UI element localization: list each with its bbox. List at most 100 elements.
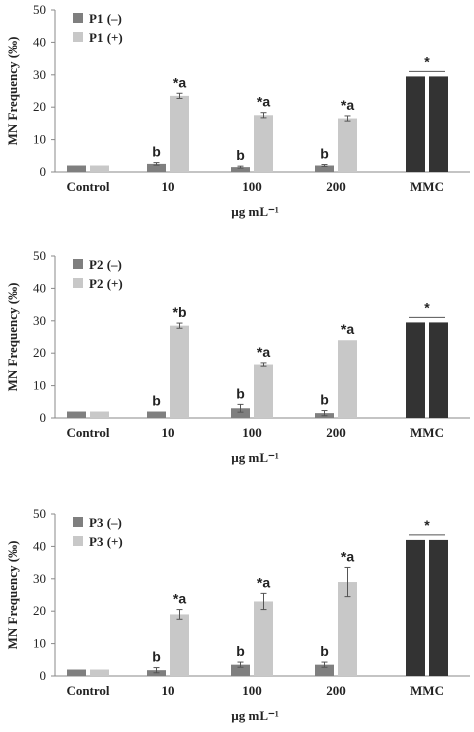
bar xyxy=(147,163,166,172)
significance-label: *a xyxy=(341,321,354,337)
significance-label: b xyxy=(320,146,329,162)
legend-swatch xyxy=(73,32,83,42)
bar xyxy=(147,411,166,418)
bar xyxy=(429,76,448,172)
significance-label: b xyxy=(152,649,161,665)
bar xyxy=(406,539,425,676)
significance-label: *a xyxy=(257,344,270,360)
bar xyxy=(170,325,189,418)
legend-label: P2 (+) xyxy=(89,276,123,291)
y-tick-label: 40 xyxy=(33,280,46,295)
y-tick-label: 0 xyxy=(40,668,47,683)
y-tick-label: 20 xyxy=(33,603,46,618)
x-tick-label: Control xyxy=(66,179,109,194)
bar xyxy=(254,364,273,418)
bar xyxy=(254,601,273,676)
significance-label: *a xyxy=(173,74,186,90)
x-tick-label: 100 xyxy=(242,179,262,194)
x-tick-label: MMC xyxy=(410,683,444,698)
bar xyxy=(231,167,250,172)
bar xyxy=(90,165,109,172)
y-tick-label: 0 xyxy=(40,410,47,425)
x-tick-label: Control xyxy=(66,425,109,440)
x-axis-label: µg mL⁻¹ xyxy=(231,450,279,465)
y-tick-label: 50 xyxy=(33,248,46,263)
bar xyxy=(338,340,357,418)
x-tick-label: MMC xyxy=(410,179,444,194)
y-axis-label: MN Frequency (‰) xyxy=(5,283,20,392)
chart-panel-3: 0 10 20 30 40 50 MN Frequency (‰) Control b *a 10 b… xyxy=(5,506,470,723)
legend-swatch xyxy=(73,13,83,23)
x-tick-label: MMC xyxy=(410,425,444,440)
x-tick-label: Control xyxy=(66,683,109,698)
y-tick-label: 50 xyxy=(33,2,46,17)
x-tick-label: 10 xyxy=(162,425,175,440)
significance-label: *a xyxy=(257,574,270,590)
x-tick-label: 10 xyxy=(162,683,175,698)
significance-label: *a xyxy=(341,548,354,564)
x-tick-label: 200 xyxy=(326,683,346,698)
y-tick-label: 10 xyxy=(33,636,46,651)
y-tick-label: 10 xyxy=(33,132,46,147)
y-tick-label: 40 xyxy=(33,34,46,49)
y-tick-label: 30 xyxy=(33,571,46,586)
significance-label: b xyxy=(320,643,329,659)
bar xyxy=(338,582,357,676)
y-tick-label: 0 xyxy=(40,164,47,179)
x-axis-label: µg mL⁻¹ xyxy=(231,204,279,219)
significance-label: * xyxy=(424,517,430,533)
y-tick-label: 30 xyxy=(33,313,46,328)
significance-label: *a xyxy=(257,94,270,110)
legend-label: P1 (–) xyxy=(89,11,122,26)
bar xyxy=(338,118,357,172)
chart-panel-1: 0 10 20 30 40 50 MN Frequency (‰) Control b *a 10 b… xyxy=(5,2,470,219)
significance-label: * xyxy=(424,299,430,315)
legend-label: P1 (+) xyxy=(89,30,123,45)
y-tick-label: 10 xyxy=(33,378,46,393)
y-tick-label: 40 xyxy=(33,538,46,553)
bar xyxy=(90,411,109,418)
x-tick-label: 200 xyxy=(326,179,346,194)
bar xyxy=(406,322,425,418)
significance-label: b xyxy=(236,385,245,401)
legend-swatch xyxy=(73,536,83,546)
significance-label: *b xyxy=(173,304,187,320)
y-tick-label: 20 xyxy=(33,345,46,360)
significance-label: b xyxy=(236,643,245,659)
x-tick-label: 100 xyxy=(242,425,262,440)
significance-label: b xyxy=(236,147,245,163)
bar xyxy=(67,411,86,418)
bar xyxy=(170,95,189,172)
bar xyxy=(315,664,334,676)
x-tick-label: 200 xyxy=(326,425,346,440)
bar xyxy=(429,539,448,676)
legend-label: P3 (–) xyxy=(89,515,122,530)
significance-label: *a xyxy=(341,97,354,113)
legend-label: P3 (+) xyxy=(89,534,123,549)
bar xyxy=(67,669,86,676)
bar xyxy=(231,664,250,676)
bar xyxy=(170,614,189,676)
significance-label: *a xyxy=(173,591,186,607)
x-tick-label: 100 xyxy=(242,683,262,698)
legend-label: P2 (–) xyxy=(89,257,122,272)
significance-label: b xyxy=(152,393,161,409)
legend-swatch xyxy=(73,278,83,288)
legend-swatch xyxy=(73,259,83,269)
significance-label: b xyxy=(320,392,329,408)
bar xyxy=(254,115,273,172)
y-tick-label: 30 xyxy=(33,67,46,82)
legend-swatch xyxy=(73,517,83,527)
bar xyxy=(90,669,109,676)
bar xyxy=(231,408,250,418)
significance-label: b xyxy=(152,144,161,160)
significance-label: * xyxy=(424,53,430,69)
y-tick-label: 50 xyxy=(33,506,46,521)
y-axis-label: MN Frequency (‰) xyxy=(5,37,20,146)
y-tick-label: 20 xyxy=(33,99,46,114)
bar xyxy=(315,165,334,172)
y-axis-label: MN Frequency (‰) xyxy=(5,541,20,650)
x-tick-label: 10 xyxy=(162,179,175,194)
